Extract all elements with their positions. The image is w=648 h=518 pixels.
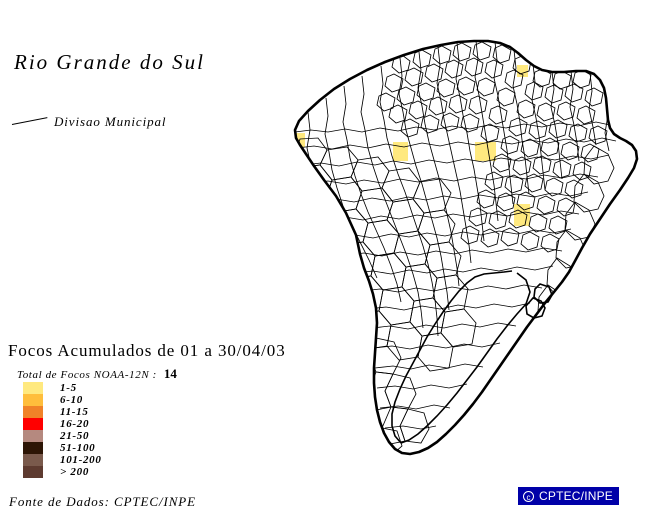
diagonal-line-icon xyxy=(11,117,48,125)
page-title: Rio Grande do Sul xyxy=(14,50,205,74)
state-fill xyxy=(295,41,637,454)
legend-swatch xyxy=(23,430,43,442)
hotspot-sudoeste[interactable] xyxy=(333,296,352,315)
legend-label: 21-50 xyxy=(60,430,90,442)
legend-row: > 200 xyxy=(23,466,102,478)
focos-total-label: Total de Focos NOAA-12N : xyxy=(17,369,157,381)
municipal-division-legend: Divisao Municipal xyxy=(10,112,200,136)
hotspot-nordeste[interactable] xyxy=(517,65,528,77)
legend-row: 16-20 xyxy=(23,418,102,430)
municipal-division-label: Divisao Municipal xyxy=(54,114,167,129)
legend-row: 6-10 xyxy=(23,394,102,406)
legend-label: 16-20 xyxy=(60,418,90,430)
legend-swatch xyxy=(23,454,43,466)
legend-row: 11-15 xyxy=(23,406,102,418)
legend-label: > 200 xyxy=(60,466,90,478)
legend-label: 6-10 xyxy=(60,394,83,406)
hotspot-norte-centro[interactable] xyxy=(393,142,408,161)
legend-swatch xyxy=(23,418,43,430)
focos-heading: Focos Acumulados de 01 a 30/04/03 xyxy=(8,341,286,360)
source-note: Fonte de Dados: CPTEC/INPE xyxy=(9,494,196,509)
legend-row: 1-5 xyxy=(23,382,102,394)
cptec-inpe-badge[interactable]: c CPTEC/INPE xyxy=(518,487,620,505)
hotspot-oeste[interactable] xyxy=(253,188,274,209)
hotspot-nordeste-2[interactable] xyxy=(475,142,496,161)
legend-row: 21-50 xyxy=(23,430,102,442)
legend-swatch xyxy=(23,394,43,406)
legend-swatch xyxy=(23,466,43,478)
hotspot-centro-leste[interactable] xyxy=(514,204,530,226)
legend-swatch xyxy=(23,442,43,454)
legend-label: 101-200 xyxy=(60,454,102,466)
cptec-inpe-label: CPTEC/INPE xyxy=(539,489,614,503)
legend-label: 51-100 xyxy=(60,442,96,454)
state-outline xyxy=(293,39,639,456)
legend-swatch xyxy=(23,382,43,394)
legend-swatch xyxy=(23,406,43,418)
legend-row: 101-200 xyxy=(23,454,102,466)
focos-total-value: 14 xyxy=(163,366,177,381)
map-canvas[interactable] xyxy=(196,8,648,508)
hotspot-noroeste[interactable] xyxy=(296,133,305,147)
legend-label: 11-15 xyxy=(60,406,89,418)
focos-total: Total de Focos NOAA-12N : 14 xyxy=(17,366,177,382)
lagoon-outlines xyxy=(391,270,553,444)
focos-color-legend: 1-5 6-10 11-15 16-20 21-50 51-100 101-200 > 200 xyxy=(23,382,102,478)
rio-grande-do-sul-map xyxy=(253,39,639,456)
legend-row: 51-100 xyxy=(23,442,102,454)
legend-label: 1-5 xyxy=(60,382,77,394)
hotspot-centro-oeste[interactable] xyxy=(325,219,345,239)
copyright-icon: c xyxy=(523,490,534,502)
